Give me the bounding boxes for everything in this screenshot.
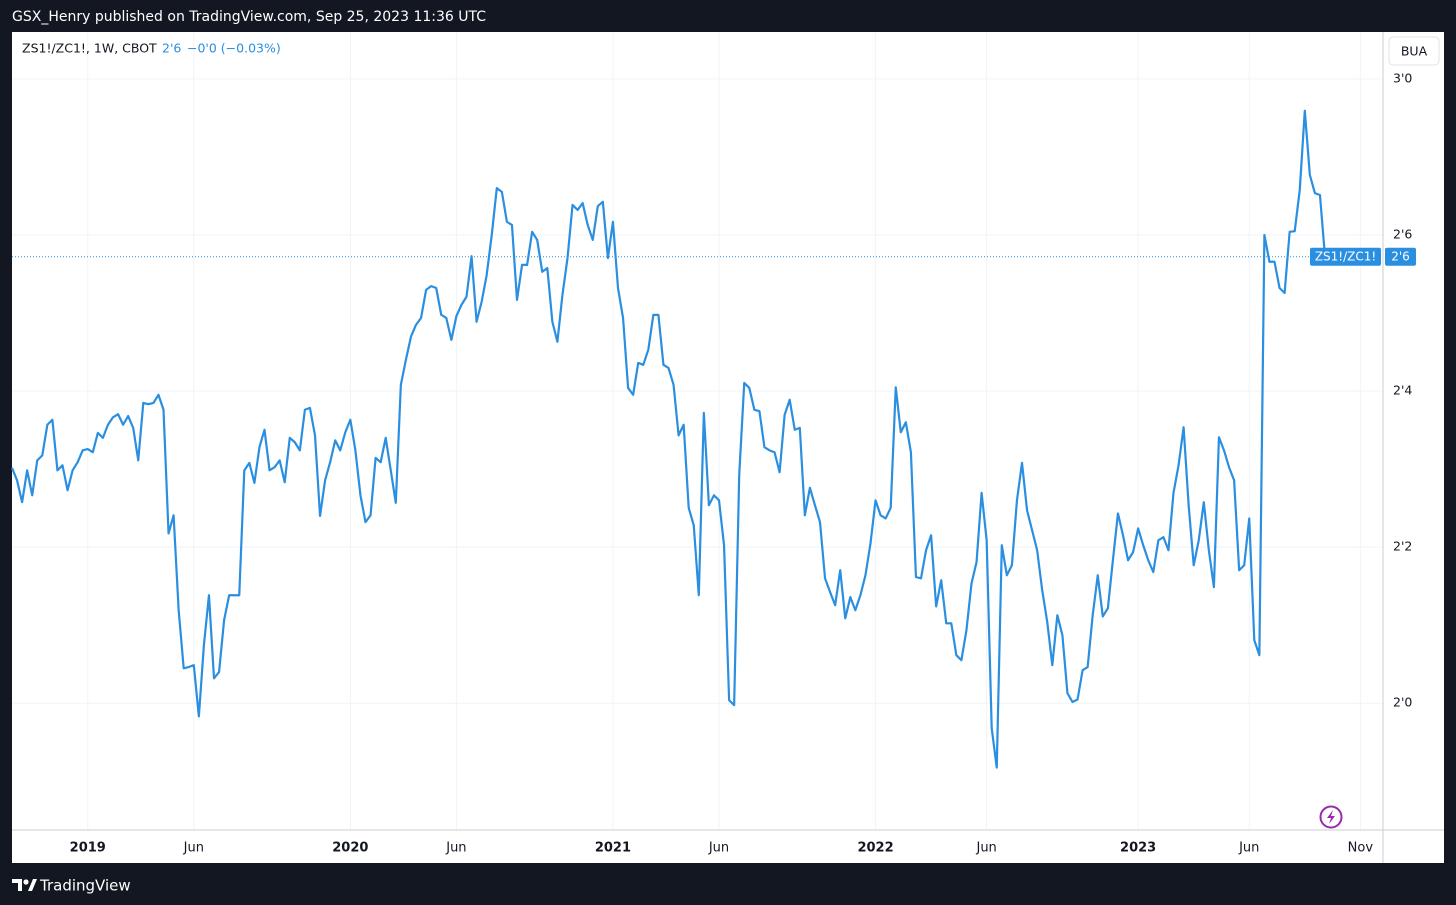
x-tick-label: Jun <box>708 841 729 856</box>
publish-header: GSX_Henry published on TradingView.com, … <box>12 9 486 25</box>
x-tick-label: Jun <box>445 841 466 856</box>
plot <box>10 109 1383 769</box>
footer-logo <box>12 879 37 891</box>
price-line <box>10 109 1327 769</box>
scale-button[interactable] <box>1388 36 1440 66</box>
y-tick-label: 3'0 <box>1393 70 1412 85</box>
x-tick-label: 2022 <box>857 841 893 856</box>
price-tag-name: ZS1!/ZC1! <box>1315 249 1376 263</box>
price-tag-name-bg <box>1310 247 1381 266</box>
x-tick-label: Nov <box>1348 841 1374 856</box>
icon-ring[interactable] <box>1319 805 1343 829</box>
footer-brand: TradingView <box>39 877 131 895</box>
price-tag-value: 2'6 <box>1391 249 1410 263</box>
y-tick-label: 2'2 <box>1393 539 1412 554</box>
chart-pane <box>12 32 1444 863</box>
y-tick-label: 2'4 <box>1393 383 1412 398</box>
y-tick-label: 2'6 <box>1393 226 1412 241</box>
x-tick-label: 2019 <box>70 841 106 856</box>
x-tick-label: Jun <box>183 841 204 856</box>
scale-button-label[interactable]: BUA <box>1401 44 1428 59</box>
logo-dot <box>23 879 29 885</box>
logo-mark <box>12 879 37 891</box>
y-tick-label: 2'0 <box>1393 695 1412 710</box>
legend-title: ZS1!/ZC1!, 1W, CBOT <box>22 41 157 56</box>
lightning-icon[interactable] <box>1319 805 1343 829</box>
legend-price: 2'6 <box>162 41 181 56</box>
x-tick-label: 2023 <box>1120 841 1156 856</box>
x-tick-label: 2021 <box>595 841 631 856</box>
x-tick-label: Jun <box>1238 841 1259 856</box>
grid <box>12 32 1383 830</box>
legend-change: −0'0 (−0.03%) <box>187 41 281 56</box>
x-tick-label: Jun <box>975 841 996 856</box>
icon-bolt[interactable] <box>1327 810 1335 824</box>
price-tag-value-bg <box>1385 247 1416 266</box>
x-tick-label: 2020 <box>332 841 368 856</box>
